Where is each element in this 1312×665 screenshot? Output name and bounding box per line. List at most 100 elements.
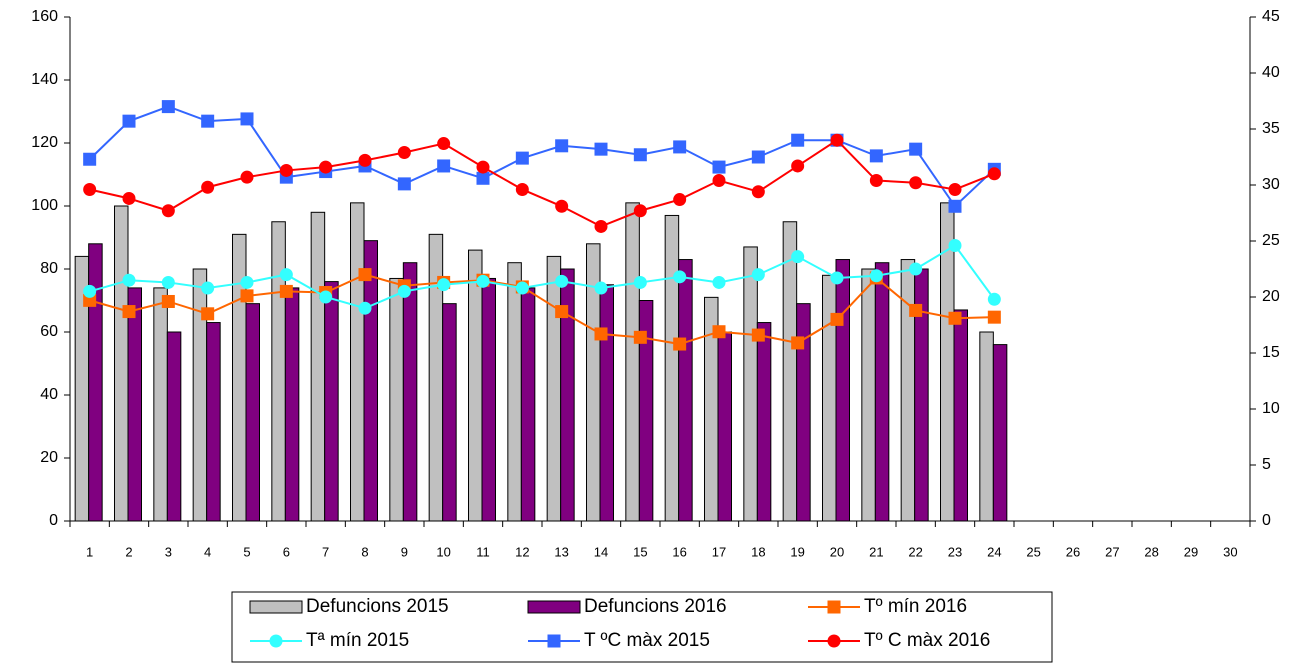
bar [153, 287, 168, 522]
point [201, 307, 215, 321]
bar [782, 221, 798, 522]
legend-box [231, 591, 1053, 663]
point [555, 274, 569, 288]
point [712, 174, 726, 188]
bar [206, 322, 221, 522]
x-tick-label: 5 [243, 544, 250, 559]
x-tick-label: 19 [790, 544, 804, 559]
point [948, 238, 962, 252]
point [201, 114, 215, 128]
point [909, 303, 923, 317]
bar [389, 277, 404, 522]
point [240, 289, 254, 303]
x-tick-label: 13 [554, 544, 568, 559]
point [122, 305, 136, 319]
point [791, 336, 805, 350]
point [948, 182, 962, 196]
point [122, 191, 136, 205]
point [633, 204, 647, 218]
point [987, 167, 1001, 181]
line [89, 138, 995, 228]
x-tick-label: 8 [361, 544, 368, 559]
x-tick-label: 12 [515, 544, 529, 559]
point [987, 310, 1001, 324]
bar [861, 268, 876, 522]
point [476, 171, 490, 185]
y-tick-label: 100 [31, 197, 58, 214]
point [437, 278, 451, 292]
point [869, 174, 883, 188]
y2-tick-label: 0 [1262, 512, 1271, 529]
point [791, 250, 805, 264]
point [791, 133, 805, 147]
x-tick-label: 28 [1144, 544, 1158, 559]
bar [402, 262, 418, 522]
x-tick-label: 25 [1026, 544, 1040, 559]
legend-label: Tº C màx 2016 [864, 630, 990, 651]
legend-marker [269, 634, 283, 648]
x-tick-label: 23 [948, 544, 962, 559]
point [909, 176, 923, 190]
point [122, 114, 136, 128]
bar [350, 202, 365, 522]
point [555, 305, 569, 319]
bar [717, 331, 732, 522]
bar [743, 246, 758, 522]
y2-tick-label: 40 [1262, 64, 1280, 81]
y-tick-label: 60 [40, 323, 58, 340]
point [830, 312, 844, 326]
point [83, 152, 97, 166]
legend-label: Tª mín 2015 [306, 630, 409, 651]
line [89, 273, 995, 346]
point [358, 153, 372, 167]
bar [560, 268, 575, 522]
line [89, 244, 996, 310]
point [712, 325, 726, 339]
point [987, 292, 1001, 306]
bar [245, 303, 260, 522]
point [201, 180, 215, 194]
x-tick-label: 14 [594, 544, 608, 559]
x-tick-label: 24 [987, 544, 1001, 559]
point [161, 275, 175, 289]
point [555, 139, 569, 153]
bar [507, 262, 522, 522]
x-tick-label: 16 [672, 544, 686, 559]
point [594, 142, 608, 156]
point [751, 268, 765, 282]
legend-marker [547, 634, 561, 648]
y-tick-label: 80 [40, 260, 58, 277]
point [397, 146, 411, 160]
point [83, 182, 97, 196]
point [201, 281, 215, 295]
point [83, 293, 97, 307]
y-tick-label: 40 [40, 386, 58, 403]
y2-tick-label: 35 [1262, 120, 1280, 137]
bar [481, 277, 496, 522]
point [83, 284, 97, 298]
bar [546, 255, 562, 522]
point [240, 170, 254, 184]
bar [284, 287, 300, 522]
point [751, 150, 765, 164]
point [633, 148, 647, 162]
point [948, 311, 962, 325]
point [397, 177, 411, 191]
bar [953, 309, 968, 522]
point [633, 330, 647, 344]
y2-tick-label: 15 [1262, 344, 1280, 361]
legend-swatch [249, 600, 303, 614]
y-tick-label: 20 [40, 449, 58, 466]
bar [979, 331, 994, 522]
x-tick-label: 15 [633, 544, 647, 559]
point [673, 337, 687, 351]
x-tick-label: 3 [165, 544, 172, 559]
x-tick-label: 7 [322, 544, 329, 559]
point [594, 281, 608, 295]
x-tick-label: 17 [712, 544, 726, 559]
y2-tick-label: 30 [1262, 176, 1280, 193]
x-tick-label: 22 [908, 544, 922, 559]
bar [756, 322, 772, 522]
x-tick-label: 21 [869, 544, 883, 559]
y2-tick-label: 25 [1262, 232, 1280, 249]
